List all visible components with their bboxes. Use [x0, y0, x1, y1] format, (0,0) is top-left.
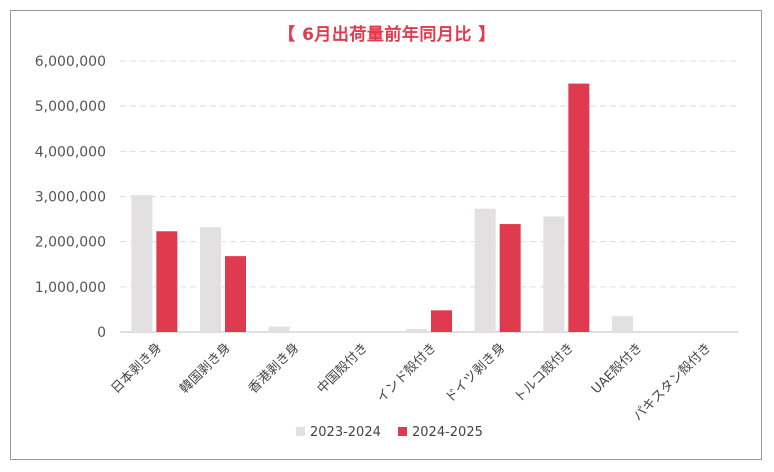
- legend-swatch: [296, 427, 305, 436]
- gridlines: [120, 60, 738, 333]
- bar-series-2: [225, 256, 246, 332]
- x-tick-label: 中国殻付き: [315, 340, 372, 397]
- y-tick-label: 4,000,000: [35, 144, 106, 160]
- y-tick-label: 0: [97, 325, 106, 341]
- legend: 2023-2024 2024-2025: [296, 425, 483, 440]
- x-tick-label: トルコ殻付き: [512, 340, 578, 406]
- legend-label: 2023-2024: [310, 425, 381, 440]
- x-tick-label: 日本剥き身: [108, 340, 165, 397]
- bar-series-1: [612, 316, 633, 332]
- y-tick-label: 1,000,000: [35, 280, 106, 296]
- bar-series-1: [543, 216, 565, 332]
- x-tick-label: UAE殻付き: [589, 340, 646, 397]
- legend-label: 2024-2025: [412, 425, 483, 440]
- y-tick-label: 3,000,000: [35, 190, 106, 206]
- y-tick-label: 6,000,000: [35, 54, 106, 70]
- x-axis-ticks: 日本剥き身 韓国剥き身 香港剥き身 中国殻付き インド殻付き ドイツ剥き身 トルコ殻付き UA…: [108, 340, 715, 425]
- y-axis-ticks: 0 1,000,000 2,000,000 3,000,000 4,000,000 5,0…: [35, 54, 106, 341]
- bar-series-1: [268, 326, 290, 332]
- bar-series-1: [474, 208, 496, 332]
- bar-series-2: [431, 310, 452, 332]
- y-tick-label: 2,000,000: [35, 235, 106, 251]
- x-tick-label: ドイツ剥き身: [442, 340, 508, 406]
- bar-series-1: [200, 227, 221, 332]
- chart-title: 【 6月出荷量前年同月比 】: [278, 25, 496, 45]
- bar-series-1: [406, 328, 427, 332]
- x-tick-label: インド殻付き: [374, 340, 440, 406]
- bar-series-2: [568, 83, 590, 332]
- bar-series-2: [156, 231, 178, 332]
- bar-series-2: [499, 224, 521, 332]
- y-tick-label: 5,000,000: [35, 99, 106, 115]
- legend-swatch: [398, 427, 407, 436]
- bar-series-1: [131, 195, 153, 332]
- x-tick-label: 香港剥き身: [245, 340, 302, 397]
- x-tick-label: 韓国剥き身: [177, 340, 234, 397]
- bars: [131, 83, 633, 332]
